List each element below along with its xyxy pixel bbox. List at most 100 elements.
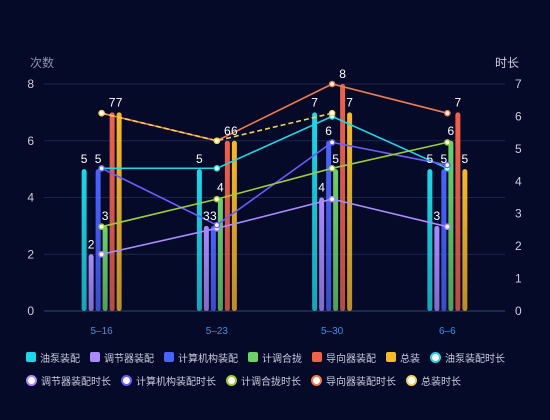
legend-bar-swatch: [90, 352, 100, 362]
bar: [116, 112, 122, 311]
bar-value-label: 5: [441, 152, 448, 166]
bar: [88, 254, 94, 311]
bar: [203, 225, 209, 311]
legend-line-swatch: [26, 374, 37, 386]
bar-value-label: 5: [81, 152, 88, 166]
legend-item[interactable]: 总装时长: [406, 373, 461, 388]
legend-label: 导向器装配: [326, 353, 376, 365]
series-line: [101, 83, 448, 142]
bar-value-label: 5: [332, 152, 339, 166]
legend-item[interactable]: 油泵装配: [26, 350, 80, 365]
bar: [231, 140, 237, 311]
legend-label: 总装: [400, 353, 420, 365]
bar: [210, 225, 216, 311]
bar: [102, 225, 108, 311]
legend-label: 油泵装配时长: [445, 353, 505, 365]
line-point: [328, 109, 336, 117]
legend-item[interactable]: 计调合拢时长: [226, 373, 301, 388]
line-point: [444, 223, 451, 230]
legend-bar-swatch: [26, 352, 36, 362]
line-point: [98, 109, 105, 117]
bar-value-label: 3: [434, 209, 441, 223]
bar: [448, 140, 454, 311]
line-point: [328, 139, 336, 146]
bar-value-label: 7: [311, 95, 318, 109]
legend-line-swatch: [430, 351, 441, 363]
legend-item[interactable]: 导向器装配时长: [311, 373, 396, 388]
legend-row-2: 调节器装配时长 计算机构装配时长 计调合拢时长 导向器装配时长 总装时长: [26, 372, 471, 388]
legend-line-swatch: [311, 374, 322, 386]
line-point: [444, 139, 451, 146]
bar: [434, 225, 440, 311]
bar-value-label: 7: [116, 95, 123, 109]
line-point: [444, 109, 451, 117]
y-right-tick-label: 5: [515, 142, 522, 156]
line-point: [328, 80, 336, 88]
y-right-tick-label: 3: [515, 207, 522, 221]
legend-line-swatch: [406, 374, 417, 386]
legend-item[interactable]: 计调合拢: [248, 350, 302, 365]
legend-bar-swatch: [386, 352, 396, 362]
legend-line-swatch: [226, 374, 237, 386]
bar-value-label: 2: [88, 237, 95, 251]
legend-item[interactable]: 调节器装配时长: [26, 373, 111, 388]
x-tick-label: 5–23: [206, 326, 229, 337]
bar: [109, 112, 115, 311]
bar: [333, 169, 339, 311]
bar-value-label: 3: [203, 209, 210, 223]
y-right-tick-label: 0: [515, 304, 522, 318]
legend-label: 计调合拢时长: [241, 376, 301, 388]
bar-value-label: 4: [217, 181, 224, 195]
bar: [340, 84, 346, 311]
line-point: [213, 221, 221, 229]
y-right-tick-label: 4: [515, 174, 522, 188]
legend-label: 总装时长: [421, 376, 461, 388]
bar: [347, 112, 353, 311]
bar: [196, 169, 202, 311]
legend-label: 计算机构装配: [178, 353, 238, 365]
bar: [312, 112, 318, 311]
line-point: [213, 137, 221, 145]
legend-bar-swatch: [248, 352, 258, 362]
bar-value-label: 5: [95, 152, 102, 166]
bar-value-label: 6: [325, 124, 332, 138]
bar-value-label: 5: [427, 152, 434, 166]
y-axis-left-title: 次数: [30, 55, 54, 70]
bar-value-label: 6: [231, 124, 238, 138]
series-line: [101, 141, 448, 228]
line-point: [328, 195, 336, 203]
legend-item[interactable]: 计算机构装配时长: [121, 373, 216, 388]
line-point: [213, 165, 221, 172]
x-tick-label: 5–16: [91, 326, 114, 337]
line-point: [98, 223, 105, 230]
legend-label: 计算机构装配时长: [136, 376, 216, 388]
legend-bar-swatch: [164, 352, 174, 362]
bar-value-label: 3: [102, 209, 109, 223]
line-point: [328, 165, 336, 172]
bar: [462, 169, 468, 311]
legend-item[interactable]: 调节器装配: [90, 350, 154, 365]
y-left-tick-label: 0: [27, 304, 34, 318]
legend-item[interactable]: 计算机构装配: [164, 350, 238, 365]
bar: [217, 197, 223, 311]
bar: [441, 169, 447, 311]
legend-item[interactable]: 导向器装配: [312, 350, 376, 365]
x-tick-label: 6–6: [439, 326, 456, 337]
legend-label: 油泵装配: [40, 353, 80, 365]
line-point: [444, 161, 451, 169]
legend-label: 调节器装配时长: [41, 376, 111, 388]
y-axis-right-title: 时长: [495, 56, 519, 70]
y-right-tick-label: 7: [515, 77, 522, 91]
legend-label: 调节器装配: [104, 353, 154, 365]
legend-item[interactable]: 总装: [386, 350, 420, 365]
bar-value-label: 5: [196, 152, 203, 166]
bar-value-label: 7: [455, 95, 462, 109]
bar: [319, 197, 325, 311]
x-tick-label: 5–30: [321, 326, 344, 337]
legend-item[interactable]: 油泵装配时长: [430, 350, 505, 365]
line-point: [98, 250, 105, 258]
bar-value-label: 4: [318, 181, 325, 195]
bar-value-label: 6: [448, 124, 455, 138]
y-left-tick-label: 2: [27, 247, 34, 261]
